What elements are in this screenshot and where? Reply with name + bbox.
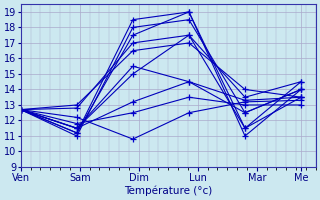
X-axis label: Température (°c): Température (°c)	[124, 185, 212, 196]
